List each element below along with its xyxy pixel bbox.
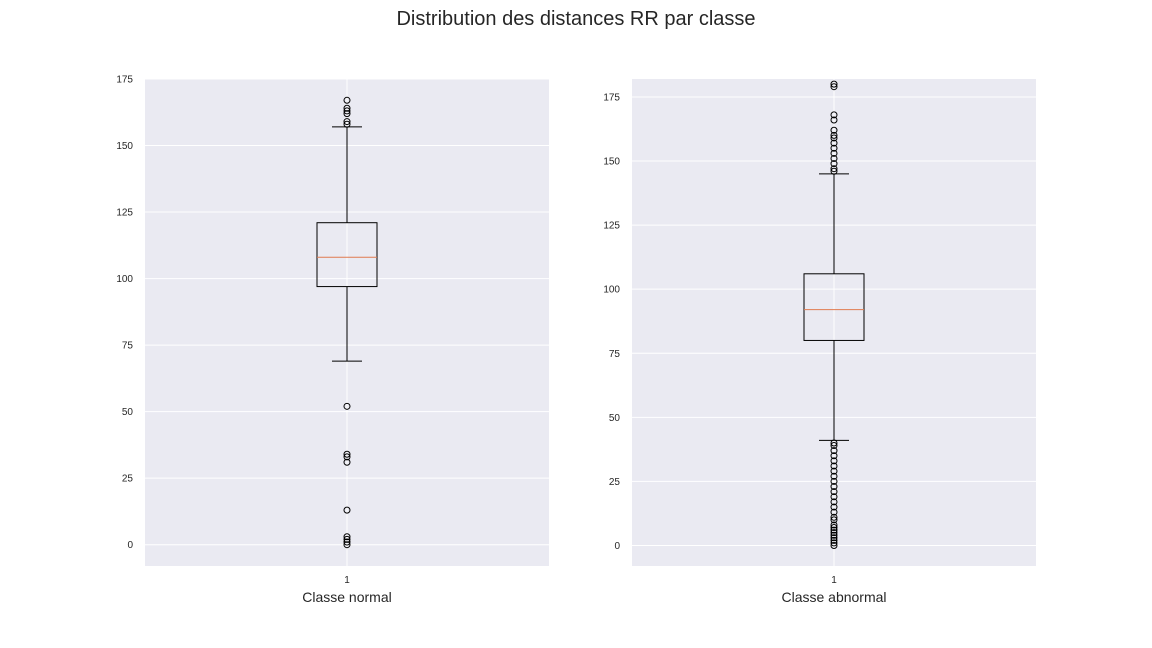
box-iqr xyxy=(803,273,865,341)
y-tick-label: 125 xyxy=(603,221,620,232)
subplot-1: 0 25 50 75 100 125 150 175 1 Classe normal xyxy=(116,75,549,605)
x-tick-label: 1 xyxy=(344,575,350,586)
outlier-point xyxy=(830,160,838,168)
outlier-point xyxy=(830,536,838,544)
outlier-point xyxy=(830,116,838,124)
outlier-point xyxy=(830,498,838,506)
outlier-point xyxy=(830,80,838,88)
outlier-point xyxy=(830,457,838,465)
outlier-point xyxy=(343,450,351,458)
outlier-point xyxy=(830,439,838,447)
outlier-point xyxy=(830,167,838,175)
outlier-point xyxy=(830,529,838,537)
outlier-point xyxy=(343,110,351,118)
y-tick-label: 0 xyxy=(127,540,133,551)
y-tick-label: 150 xyxy=(116,141,133,152)
y-tick-label: 150 xyxy=(603,157,620,168)
y-tick-label: 0 xyxy=(614,541,620,552)
outlier-point xyxy=(343,402,351,410)
y-tick-label: 175 xyxy=(603,92,620,103)
outlier-point xyxy=(343,506,351,514)
outlier-point xyxy=(830,144,838,152)
outlier-point xyxy=(830,467,838,475)
outlier-point xyxy=(830,149,838,157)
outlier-point xyxy=(830,452,838,460)
box-iqr xyxy=(316,222,378,288)
subplot-2: 0 25 50 75 100 125 150 175 1 Classe abnormal xyxy=(603,79,1036,605)
outlier-point xyxy=(830,462,838,470)
y-tick-label: 75 xyxy=(609,349,621,360)
y-tick-label: 50 xyxy=(122,407,134,418)
x-tick-label: 1 xyxy=(831,575,837,586)
outlier-point xyxy=(830,165,838,173)
y-tick-label: 175 xyxy=(116,75,133,86)
outlier-point xyxy=(830,541,838,549)
outlier-point xyxy=(830,539,838,547)
outlier-point xyxy=(343,535,351,543)
outlier-point xyxy=(830,472,838,480)
outlier-point xyxy=(343,458,351,466)
outlier-point xyxy=(343,107,351,115)
outlier-point xyxy=(830,526,838,534)
figure-title: Distribution des distances RR par classe xyxy=(396,8,756,30)
outlier-point xyxy=(830,139,838,147)
outlier-point xyxy=(830,447,838,455)
outlier-point xyxy=(830,493,838,501)
outlier-point xyxy=(830,154,838,162)
outlier-point xyxy=(343,104,351,112)
outlier-point xyxy=(830,516,838,524)
y-tick-label: 125 xyxy=(116,208,133,219)
outlier-point xyxy=(830,126,838,134)
outlier-point xyxy=(830,442,838,450)
y-tick-label: 50 xyxy=(609,413,621,424)
outlier-point xyxy=(830,531,838,539)
outlier-point xyxy=(830,508,838,516)
outlier-point xyxy=(830,521,838,529)
y-tick-label: 100 xyxy=(603,285,620,296)
outlier-point xyxy=(830,131,838,139)
outlier-point xyxy=(830,513,838,521)
x-axis-label: Classe normal xyxy=(302,589,391,605)
outlier-point xyxy=(343,541,351,549)
outlier-point xyxy=(830,483,838,491)
outlier-point xyxy=(830,488,838,496)
y-tick-label: 25 xyxy=(609,477,621,488)
y-tick-label: 100 xyxy=(116,274,133,285)
y-tick-label: 25 xyxy=(122,474,134,485)
x-axis-label: Classe abnormal xyxy=(781,589,886,605)
outlier-point xyxy=(830,477,838,485)
outlier-point xyxy=(343,538,351,546)
outlier-point xyxy=(343,120,351,128)
outlier-point xyxy=(830,534,838,542)
outlier-point xyxy=(343,118,351,126)
outlier-point xyxy=(830,111,838,119)
outlier-point xyxy=(343,453,351,461)
outlier-point xyxy=(343,533,351,541)
y-tick-label: 75 xyxy=(122,341,134,352)
outlier-point xyxy=(830,524,838,532)
outlier-point xyxy=(830,503,838,511)
outlier-point xyxy=(343,96,351,104)
outlier-point xyxy=(830,134,838,142)
outlier-point xyxy=(830,83,838,91)
